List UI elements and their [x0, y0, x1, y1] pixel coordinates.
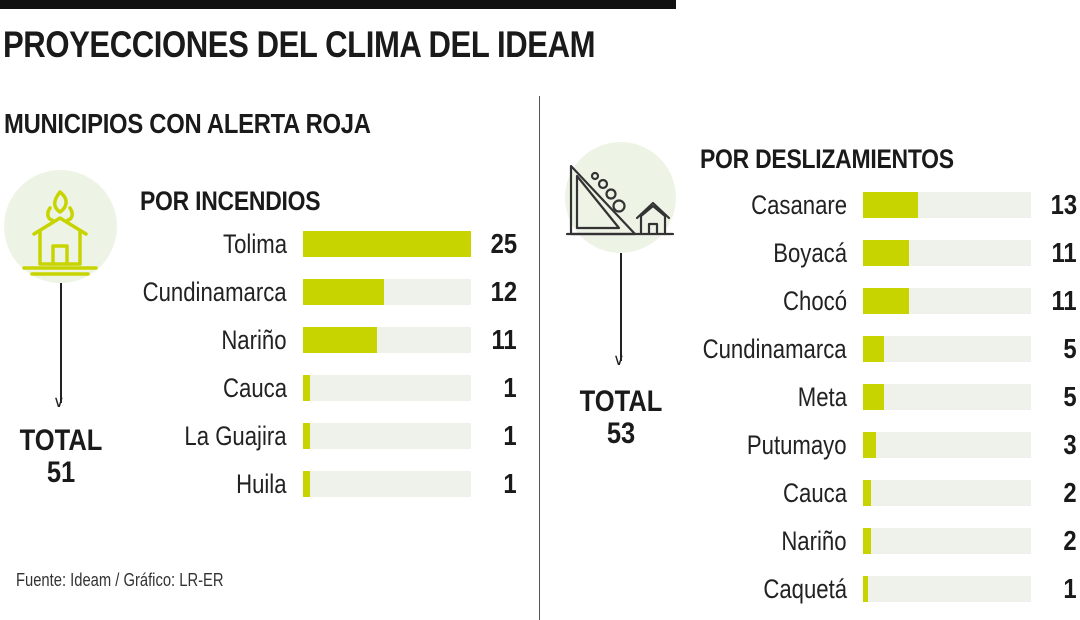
- category-label: Casanare: [750, 190, 847, 220]
- top-rule: [0, 0, 676, 9]
- value-label: 5: [1063, 333, 1077, 364]
- bar: [303, 231, 471, 257]
- chart-title-deslizamientos: POR DESLIZAMIENTOS: [700, 144, 954, 174]
- value-label: 11: [491, 324, 517, 355]
- total-value: 53: [606, 417, 636, 450]
- category-label: Nariño: [781, 526, 847, 556]
- bar-track: [303, 423, 471, 449]
- bar-row: Chocó 11: [0, 285, 1080, 317]
- bar-row: Putumayo 3: [0, 429, 1080, 461]
- value-label: 2: [1063, 477, 1077, 508]
- category-label: Nariño: [221, 325, 287, 355]
- arrow-down-icon: ∨: [613, 352, 625, 369]
- bar-track: [303, 375, 471, 401]
- bar: [863, 480, 872, 506]
- fire-house-icon: [4, 170, 117, 283]
- bar-track: [863, 336, 1031, 362]
- bar-track: [863, 192, 1031, 218]
- bar-row: Casanare 13: [0, 189, 1080, 221]
- total-deslizamientos: TOTAL 53: [569, 386, 673, 450]
- category-label: Cundinamarca: [143, 277, 287, 307]
- bar-track: [863, 432, 1031, 458]
- category-label: La Guajira: [184, 421, 287, 451]
- value-label: 25: [490, 228, 517, 259]
- bar: [863, 576, 868, 602]
- category-label: Chocó: [783, 286, 847, 316]
- category-label: Meta: [797, 382, 847, 412]
- bar-row: Nariño 11: [0, 324, 1080, 356]
- landslide-icon: [565, 142, 676, 253]
- value-label: 5: [1063, 381, 1077, 412]
- bar-track: [863, 480, 1031, 506]
- bar-row: Nariño 2: [0, 525, 1080, 557]
- value-label: 1: [503, 468, 517, 499]
- bar: [863, 192, 918, 218]
- category-label: Boyacá: [773, 238, 847, 268]
- bar-row: Caquetá 1: [0, 573, 1080, 605]
- total-pointer-line: [620, 253, 622, 361]
- bar: [863, 528, 872, 554]
- total-value: 51: [46, 456, 76, 489]
- value-label: 12: [490, 276, 517, 307]
- value-label: 11: [1051, 237, 1077, 268]
- category-label: Cundinamarca: [703, 334, 847, 364]
- bar-track: [303, 471, 471, 497]
- total-pointer-line: [60, 283, 62, 403]
- value-label: 2: [1063, 525, 1077, 556]
- bar-row: Cauca 2: [0, 477, 1080, 509]
- bar-track: [303, 231, 471, 257]
- value-label: 1: [503, 420, 517, 451]
- category-label: Caquetá: [763, 574, 847, 604]
- category-label: Cauca: [223, 373, 287, 403]
- arrow-down-icon: ∨: [53, 394, 65, 411]
- value-label: 13: [1050, 189, 1077, 220]
- value-label: 1: [503, 372, 517, 403]
- bar-track: [863, 576, 1031, 602]
- bar: [863, 336, 884, 362]
- chart-title-incendios: POR INCENDIOS: [140, 186, 321, 216]
- bar-track: [863, 528, 1031, 554]
- bar: [863, 240, 910, 266]
- bar: [303, 471, 310, 497]
- bar: [303, 327, 377, 353]
- bar-row: Meta 5: [0, 381, 1080, 413]
- category-label: Tolima: [223, 229, 287, 259]
- category-label: Cauca: [783, 478, 847, 508]
- total-incendios: TOTAL 51: [9, 425, 113, 489]
- bar-row: Cundinamarca 5: [0, 333, 1080, 365]
- bar: [863, 432, 876, 458]
- bar: [303, 279, 384, 305]
- bar: [863, 288, 910, 314]
- page-subtitle: MUNICIPIOS CON ALERTA ROJA: [4, 108, 371, 139]
- bar-row: Cauca 1: [0, 372, 1080, 404]
- value-label: 11: [1051, 285, 1077, 316]
- bar-row: Cundinamarca 12: [0, 276, 1080, 308]
- value-label: 3: [1063, 429, 1077, 460]
- bar-track: [863, 240, 1031, 266]
- total-label: TOTAL: [579, 385, 663, 418]
- bar-row: Huila 1: [0, 468, 1080, 500]
- bar: [863, 384, 884, 410]
- value-label: 1: [1063, 573, 1077, 604]
- category-label: Huila: [236, 469, 287, 499]
- page-title: PROYECCIONES DEL CLIMA DEL IDEAM: [3, 24, 596, 65]
- bar-track: [303, 279, 471, 305]
- column-divider: [539, 96, 540, 620]
- category-label: Putumayo: [747, 430, 847, 460]
- bar-track: [863, 384, 1031, 410]
- source-note: Fuente: Ideam / Gráfico: LR-ER: [16, 570, 224, 590]
- bar: [303, 423, 310, 449]
- bar-row: Tolima 25: [0, 228, 1080, 260]
- total-label: TOTAL: [19, 424, 103, 457]
- bar: [303, 375, 310, 401]
- bar-row: Boyacá 11: [0, 237, 1080, 269]
- bar-row: La Guajira 1: [0, 420, 1080, 452]
- bar-track: [303, 327, 471, 353]
- bar-track: [863, 288, 1031, 314]
